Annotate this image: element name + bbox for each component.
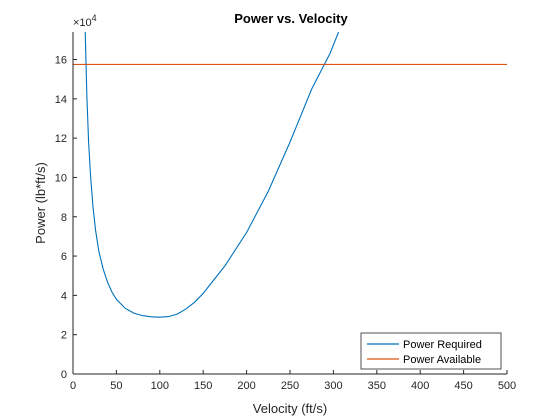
x-tick-label: 400 (411, 380, 429, 392)
x-tick-label: 100 (151, 380, 169, 392)
y-tick-label: 14 (55, 94, 67, 106)
x-tick-label: 250 (281, 380, 299, 392)
y-exponent-power: 4 (92, 13, 97, 23)
series-line-1 (84, 32, 340, 318)
x-tick-label: 200 (237, 380, 255, 392)
y-tick-label: 10 (55, 172, 67, 184)
y-tick-label: 12 (55, 133, 67, 145)
chart-title: Power vs. Velocity (234, 11, 348, 26)
plot-layer: 0 50 100 150 200 250 300 350 400 450 500 0 2 4 6 8 10 12 1… (55, 32, 516, 392)
x-tick-label: 500 (498, 380, 516, 392)
x-tick-label: 0 (70, 380, 76, 392)
x-tick-label: 300 (324, 380, 342, 392)
plot-area (73, 32, 507, 374)
legend-box (360, 332, 502, 370)
y-tick-label: 0 (61, 369, 67, 381)
x-tick-label: 450 (454, 380, 472, 392)
y-tick-label: 8 (61, 212, 67, 224)
x-axis-label: Velocity (ft/s) (253, 401, 327, 416)
y-tick-label: 4 (61, 290, 67, 302)
legend: Power Required Power Available (360, 332, 502, 370)
x-tick-label: 50 (110, 380, 122, 392)
legend-entry-2: Power Available (403, 354, 481, 366)
y-tick-label: 2 (61, 330, 67, 342)
x-tick-label: 150 (194, 380, 212, 392)
x-tick-label: 350 (368, 380, 386, 392)
y-tick-label: 16 (55, 55, 67, 67)
y-axis-label: Power (lb*ft/s) (33, 162, 48, 244)
y-exponent-label: ×104 (73, 13, 97, 29)
legend-entry-1: Power Required (403, 339, 482, 351)
y-exponent-base: ×10 (73, 17, 92, 29)
y-tick-label: 6 (61, 251, 67, 263)
